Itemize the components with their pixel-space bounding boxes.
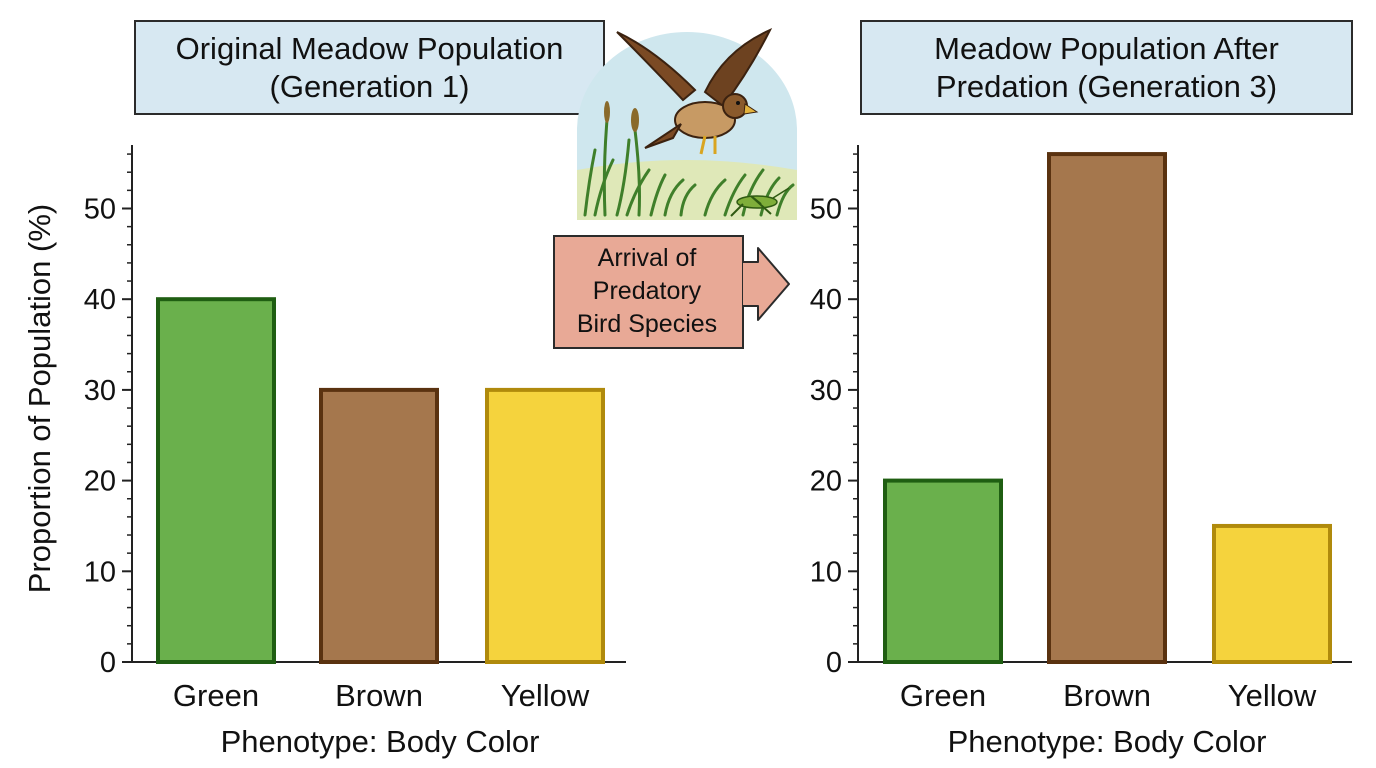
y-tick-label: 50 xyxy=(810,193,842,225)
x-tick-label: Yellow xyxy=(1228,678,1317,713)
bar-yellow xyxy=(485,387,605,664)
grass-icon xyxy=(583,118,795,217)
chart-title-line: Original Meadow Population xyxy=(175,30,564,66)
chart-title-line: (Generation 1) xyxy=(269,68,470,104)
y-tick-label: 20 xyxy=(810,466,842,498)
x-axis-title: Phenotype: Body Color xyxy=(948,724,1267,759)
chart-title-line: Meadow Population After xyxy=(934,30,1279,66)
predation-illustration xyxy=(577,27,797,220)
callout-line: Arrival of xyxy=(597,244,697,272)
x-tick-label: Brown xyxy=(1063,678,1151,713)
grasshopper-icon xyxy=(730,187,790,217)
y-tick-label: 30 xyxy=(84,375,116,407)
chart-title-generation-1: Original Meadow Population (Generation 1… xyxy=(134,20,605,115)
x-tick-label: Green xyxy=(900,678,986,713)
callout-line: Predatory xyxy=(592,277,702,305)
predation-callout: Arrival of Predatory Bird Species xyxy=(553,232,793,352)
y-tick-label: 0 xyxy=(826,647,842,679)
y-tick-label: 40 xyxy=(84,284,116,316)
y-tick-label: 30 xyxy=(810,375,842,407)
bar-green xyxy=(883,478,1003,664)
y-tick-label: 50 xyxy=(84,193,116,225)
x-tick-label: Yellow xyxy=(501,678,590,713)
y-tick-label: 10 xyxy=(84,556,116,588)
chart-title-generation-3: Meadow Population After Predation (Gener… xyxy=(860,20,1353,115)
x-tick-label: Green xyxy=(173,678,259,713)
x-axis-title: Phenotype: Body Color xyxy=(221,724,540,759)
x-tick-label: Brown xyxy=(335,678,423,713)
bar-green xyxy=(156,297,276,664)
y-axis-title: Proportion of Population (%) xyxy=(22,204,57,593)
chart-title-line: Predation (Generation 3) xyxy=(935,68,1278,104)
callout-line: Bird Species xyxy=(576,310,718,338)
y-tick-label: 10 xyxy=(810,556,842,588)
callout-arrow xyxy=(553,235,790,349)
bar-brown xyxy=(319,387,439,664)
y-tick-label: 20 xyxy=(84,466,116,498)
y-tick-label: 0 xyxy=(100,647,116,679)
hawk-icon xyxy=(616,27,773,155)
bar-yellow xyxy=(1212,523,1332,665)
bar-brown xyxy=(1047,152,1167,664)
y-tick-label: 40 xyxy=(810,284,842,316)
